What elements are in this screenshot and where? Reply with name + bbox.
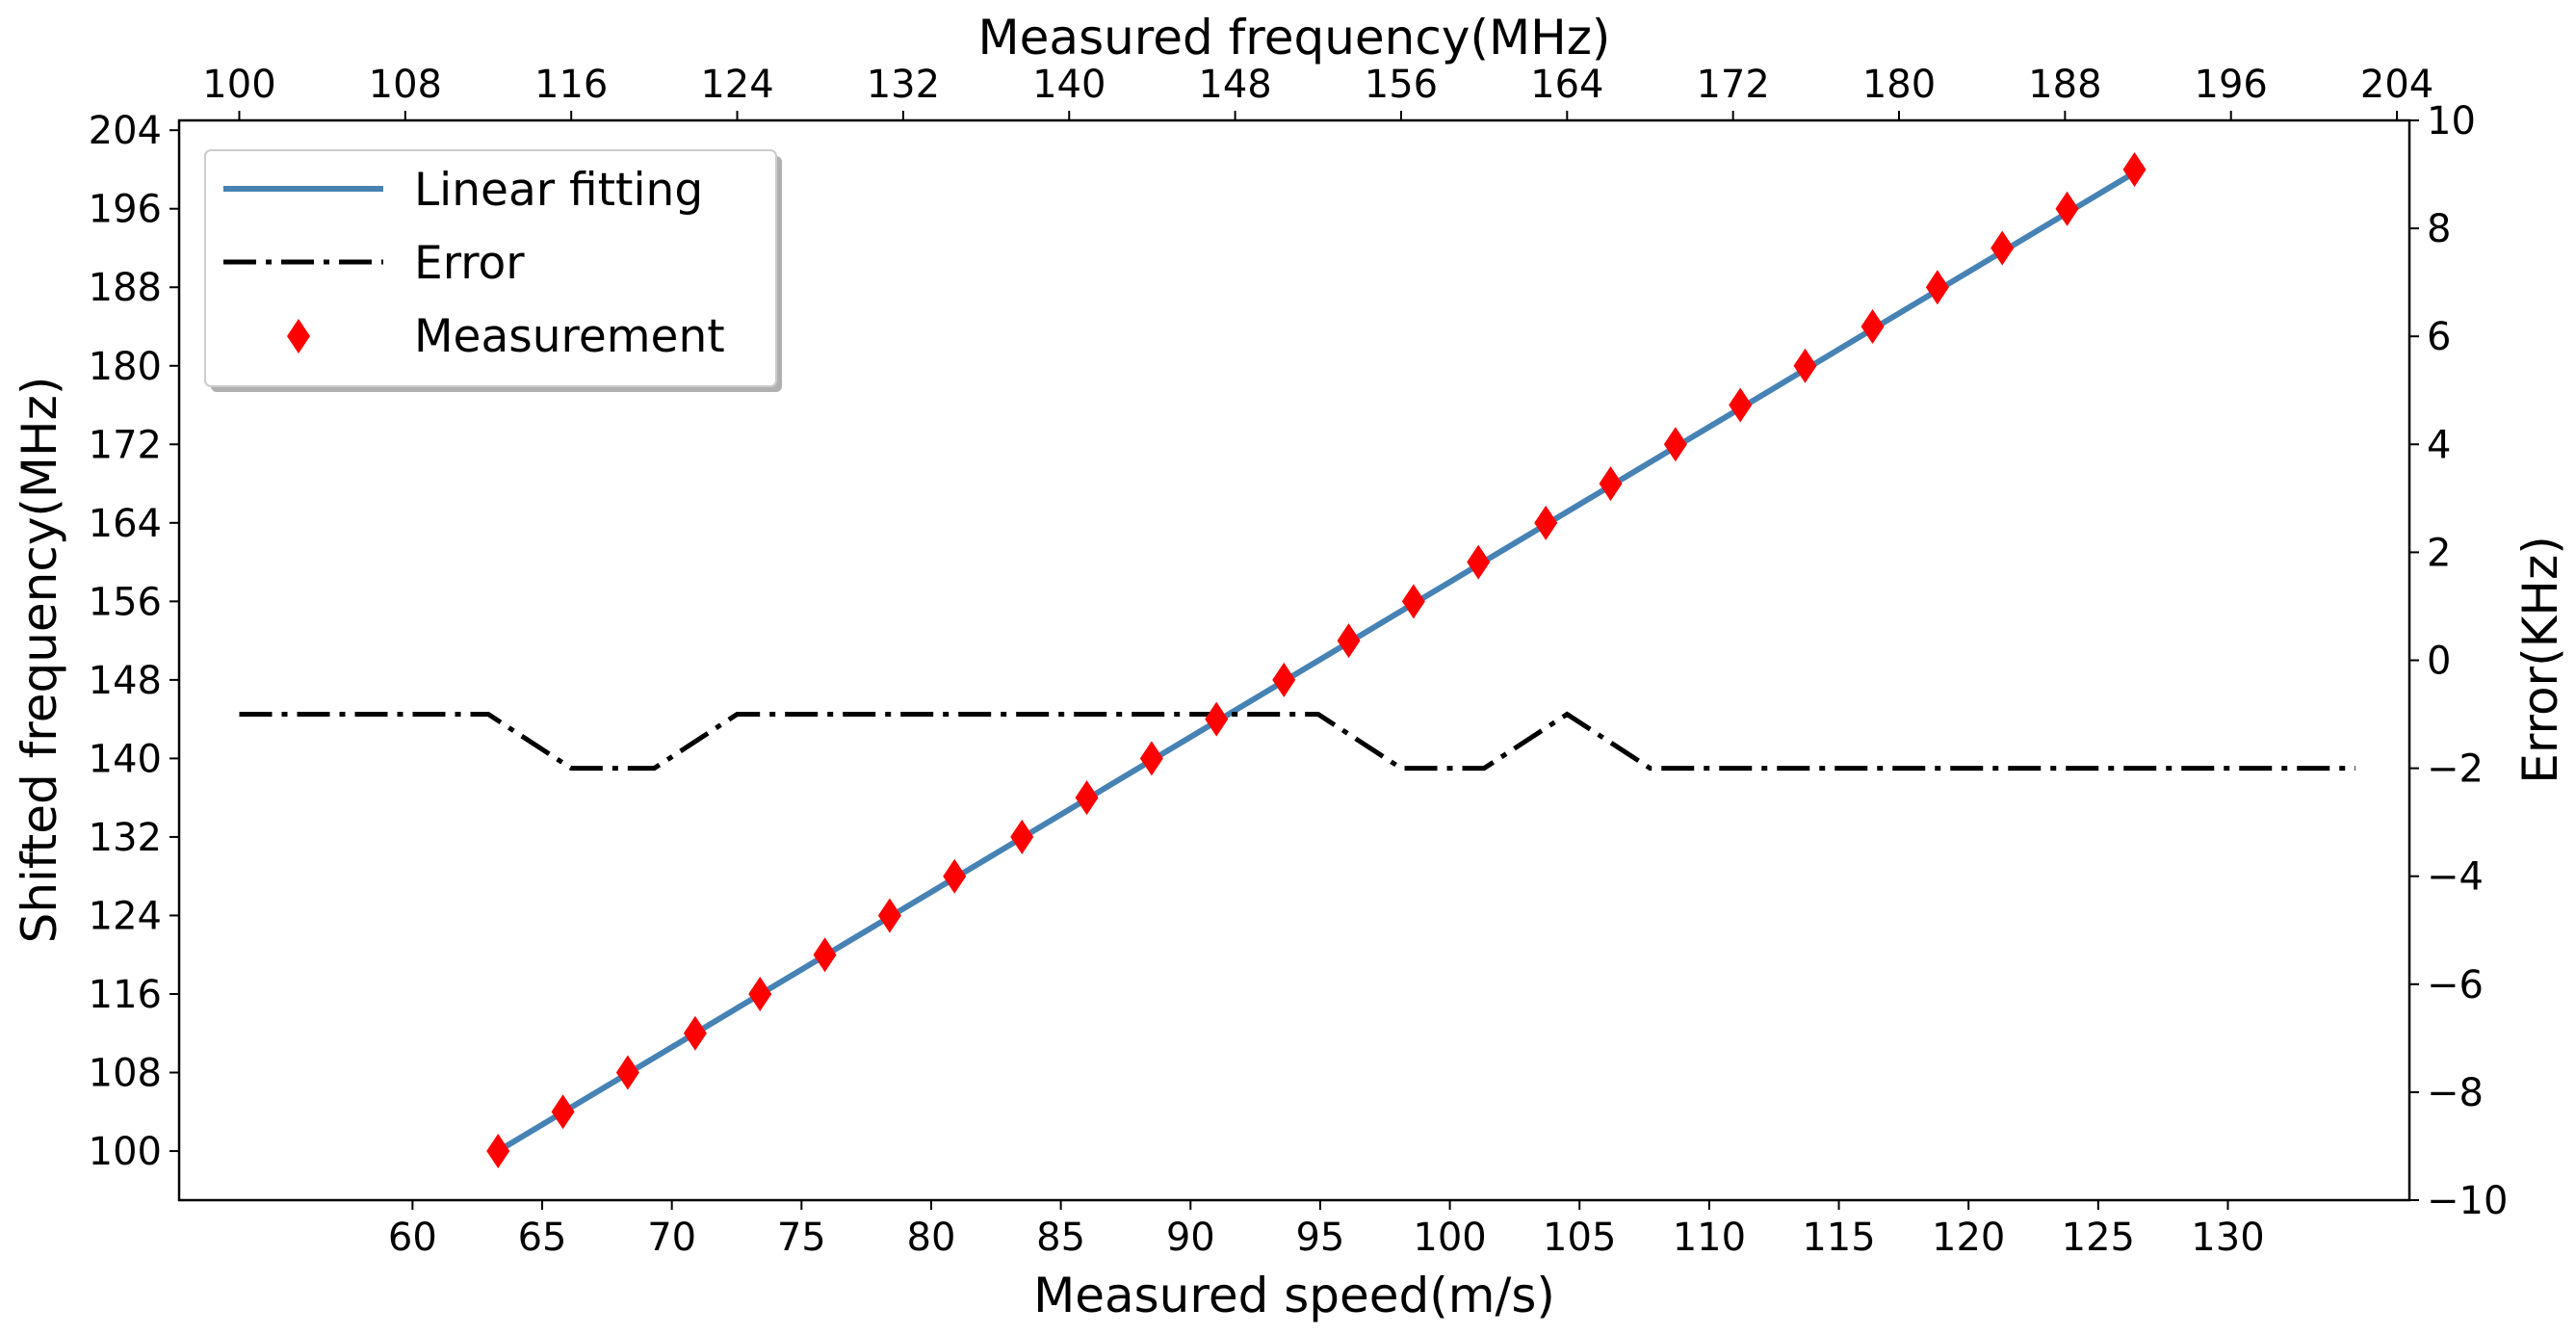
measurement-point: [1467, 544, 1491, 580]
measurement-point: [2055, 191, 2079, 226]
measurement-point: [486, 1134, 510, 1169]
top-x-tick-label: 180: [1862, 63, 1936, 107]
top-x-axis-title: Measured frequency(MHz): [978, 10, 1611, 65]
measurement-point: [1860, 309, 1885, 345]
y-tick-label: 108: [89, 1052, 162, 1096]
y2-tick-label: −10: [2427, 1179, 2508, 1223]
top-x-tick-label: 124: [700, 63, 773, 107]
measurement-point: [1010, 819, 1034, 854]
top-x-tick-label: 116: [534, 63, 608, 107]
x-tick-label: 110: [1673, 1216, 1746, 1260]
left-y-axis: 100 108 116 124 132 140 148 156 164 172 180 188 196 2…: [89, 109, 179, 1174]
top-x-tick-label: 140: [1032, 63, 1106, 107]
y-tick-label: 180: [89, 345, 162, 389]
x-tick-label: 70: [647, 1216, 696, 1260]
measurement-point: [551, 1094, 575, 1130]
measurement-point: [1793, 348, 1817, 383]
x-tick-label: 90: [1166, 1216, 1215, 1260]
measurement-point: [1272, 662, 1296, 697]
y-tick-label: 196: [89, 188, 162, 232]
y-tick-label: 164: [89, 502, 162, 546]
right-y-axis: −10 −8 −6 −4 −2 0 2 4 6 8 10: [2409, 99, 2508, 1223]
y2-tick-label: −2: [2427, 747, 2484, 792]
x-tick-label: 115: [1802, 1216, 1875, 1260]
x-tick-label: 75: [777, 1216, 826, 1260]
y-tick-label: 204: [89, 109, 162, 153]
y2-tick-label: 10: [2427, 99, 2476, 144]
y-tick-label: 148: [89, 659, 162, 703]
y-tick-label: 188: [89, 266, 162, 310]
series-layer: [239, 151, 2355, 1169]
x-tick-label: 105: [1543, 1216, 1616, 1260]
y2-tick-label: −6: [2427, 963, 2484, 1008]
top-x-tick-label: 172: [1696, 63, 1769, 107]
x-tick-label: 80: [907, 1216, 956, 1260]
measurement-point: [1925, 270, 1949, 305]
y2-tick-label: −8: [2427, 1071, 2484, 1115]
measurement-point: [1663, 427, 1687, 462]
y-tick-label: 156: [89, 580, 162, 624]
bottom-x-axis: 60 65 70 75 80 85 90 95 100 105 110 115 120 125 130: [388, 1200, 2265, 1260]
top-x-tick-label: 108: [369, 63, 442, 107]
y2-tick-label: 4: [2427, 423, 2451, 467]
y-axis-title: Shifted frequency(MHz): [12, 377, 67, 944]
measurement-point: [813, 937, 837, 973]
measurement-point: [1599, 466, 1623, 502]
x-tick-label: 65: [518, 1216, 567, 1260]
measurement-point: [1205, 701, 1229, 737]
y-tick-label: 172: [89, 423, 162, 467]
top-x-tick-label: 148: [1198, 63, 1271, 107]
x-tick-label: 125: [2062, 1216, 2135, 1260]
measurement-point: [1401, 584, 1425, 619]
top-x-tick-label: 196: [2195, 63, 2268, 107]
top-x-tick-label: 100: [202, 63, 275, 107]
x-tick-label: 120: [1932, 1216, 2005, 1260]
y2-tick-label: 6: [2427, 315, 2451, 359]
legend-label-linear-fitting: Linear fitting: [414, 164, 703, 217]
top-x-tick-label: 164: [1530, 63, 1603, 107]
y-tick-label: 124: [89, 894, 162, 938]
y-tick-label: 100: [89, 1130, 162, 1174]
x-tick-label: 100: [1413, 1216, 1486, 1260]
x-axis-title: Measured speed(m/s): [1033, 1268, 1555, 1323]
measurement-point: [877, 898, 901, 933]
series-line-error: [239, 711, 2355, 772]
measurement-point: [2122, 151, 2147, 187]
y2-tick-label: −4: [2427, 855, 2484, 900]
measurement-point: [1139, 741, 1163, 776]
y2-tick-label: 2: [2427, 531, 2451, 575]
y2-axis-title: Error(KHz): [2512, 536, 2568, 784]
legend: Linear fitting Error Measurement: [204, 149, 782, 392]
x-tick-label: 95: [1295, 1216, 1344, 1260]
measurement-point: [943, 858, 967, 894]
legend-marker-measurement: [287, 319, 310, 353]
legend-label-measurement: Measurement: [414, 310, 725, 363]
y2-tick-label: 0: [2427, 640, 2451, 684]
y-tick-label: 132: [89, 816, 162, 860]
measurement-point: [1729, 387, 1753, 423]
top-x-tick-label: 156: [1365, 63, 1438, 107]
x-tick-label: 60: [388, 1216, 437, 1260]
measurement-point: [1991, 230, 2015, 266]
top-x-axis: 100 108 116 124 132 140 148 156 164 172 180 188 196 2…: [202, 63, 2433, 120]
measurement-point: [683, 1015, 707, 1051]
measurement-point: [1337, 623, 1361, 659]
x-tick-label: 85: [1036, 1216, 1085, 1260]
top-x-tick-label: 188: [2028, 63, 2101, 107]
x-tick-label: 130: [2191, 1216, 2264, 1260]
measurement-point: [615, 1055, 639, 1090]
legend-box: [204, 149, 777, 387]
top-x-tick-label: 132: [867, 63, 940, 107]
measurement-point: [748, 976, 772, 1011]
measurement-point: [1534, 505, 1558, 540]
y2-tick-label: 8: [2427, 207, 2451, 251]
legend-label-error: Error: [414, 237, 525, 290]
y-tick-label: 116: [89, 973, 162, 1017]
y-tick-label: 140: [89, 737, 162, 781]
measurement-point: [1075, 780, 1099, 816]
top-x-tick-label: 204: [2360, 63, 2433, 107]
